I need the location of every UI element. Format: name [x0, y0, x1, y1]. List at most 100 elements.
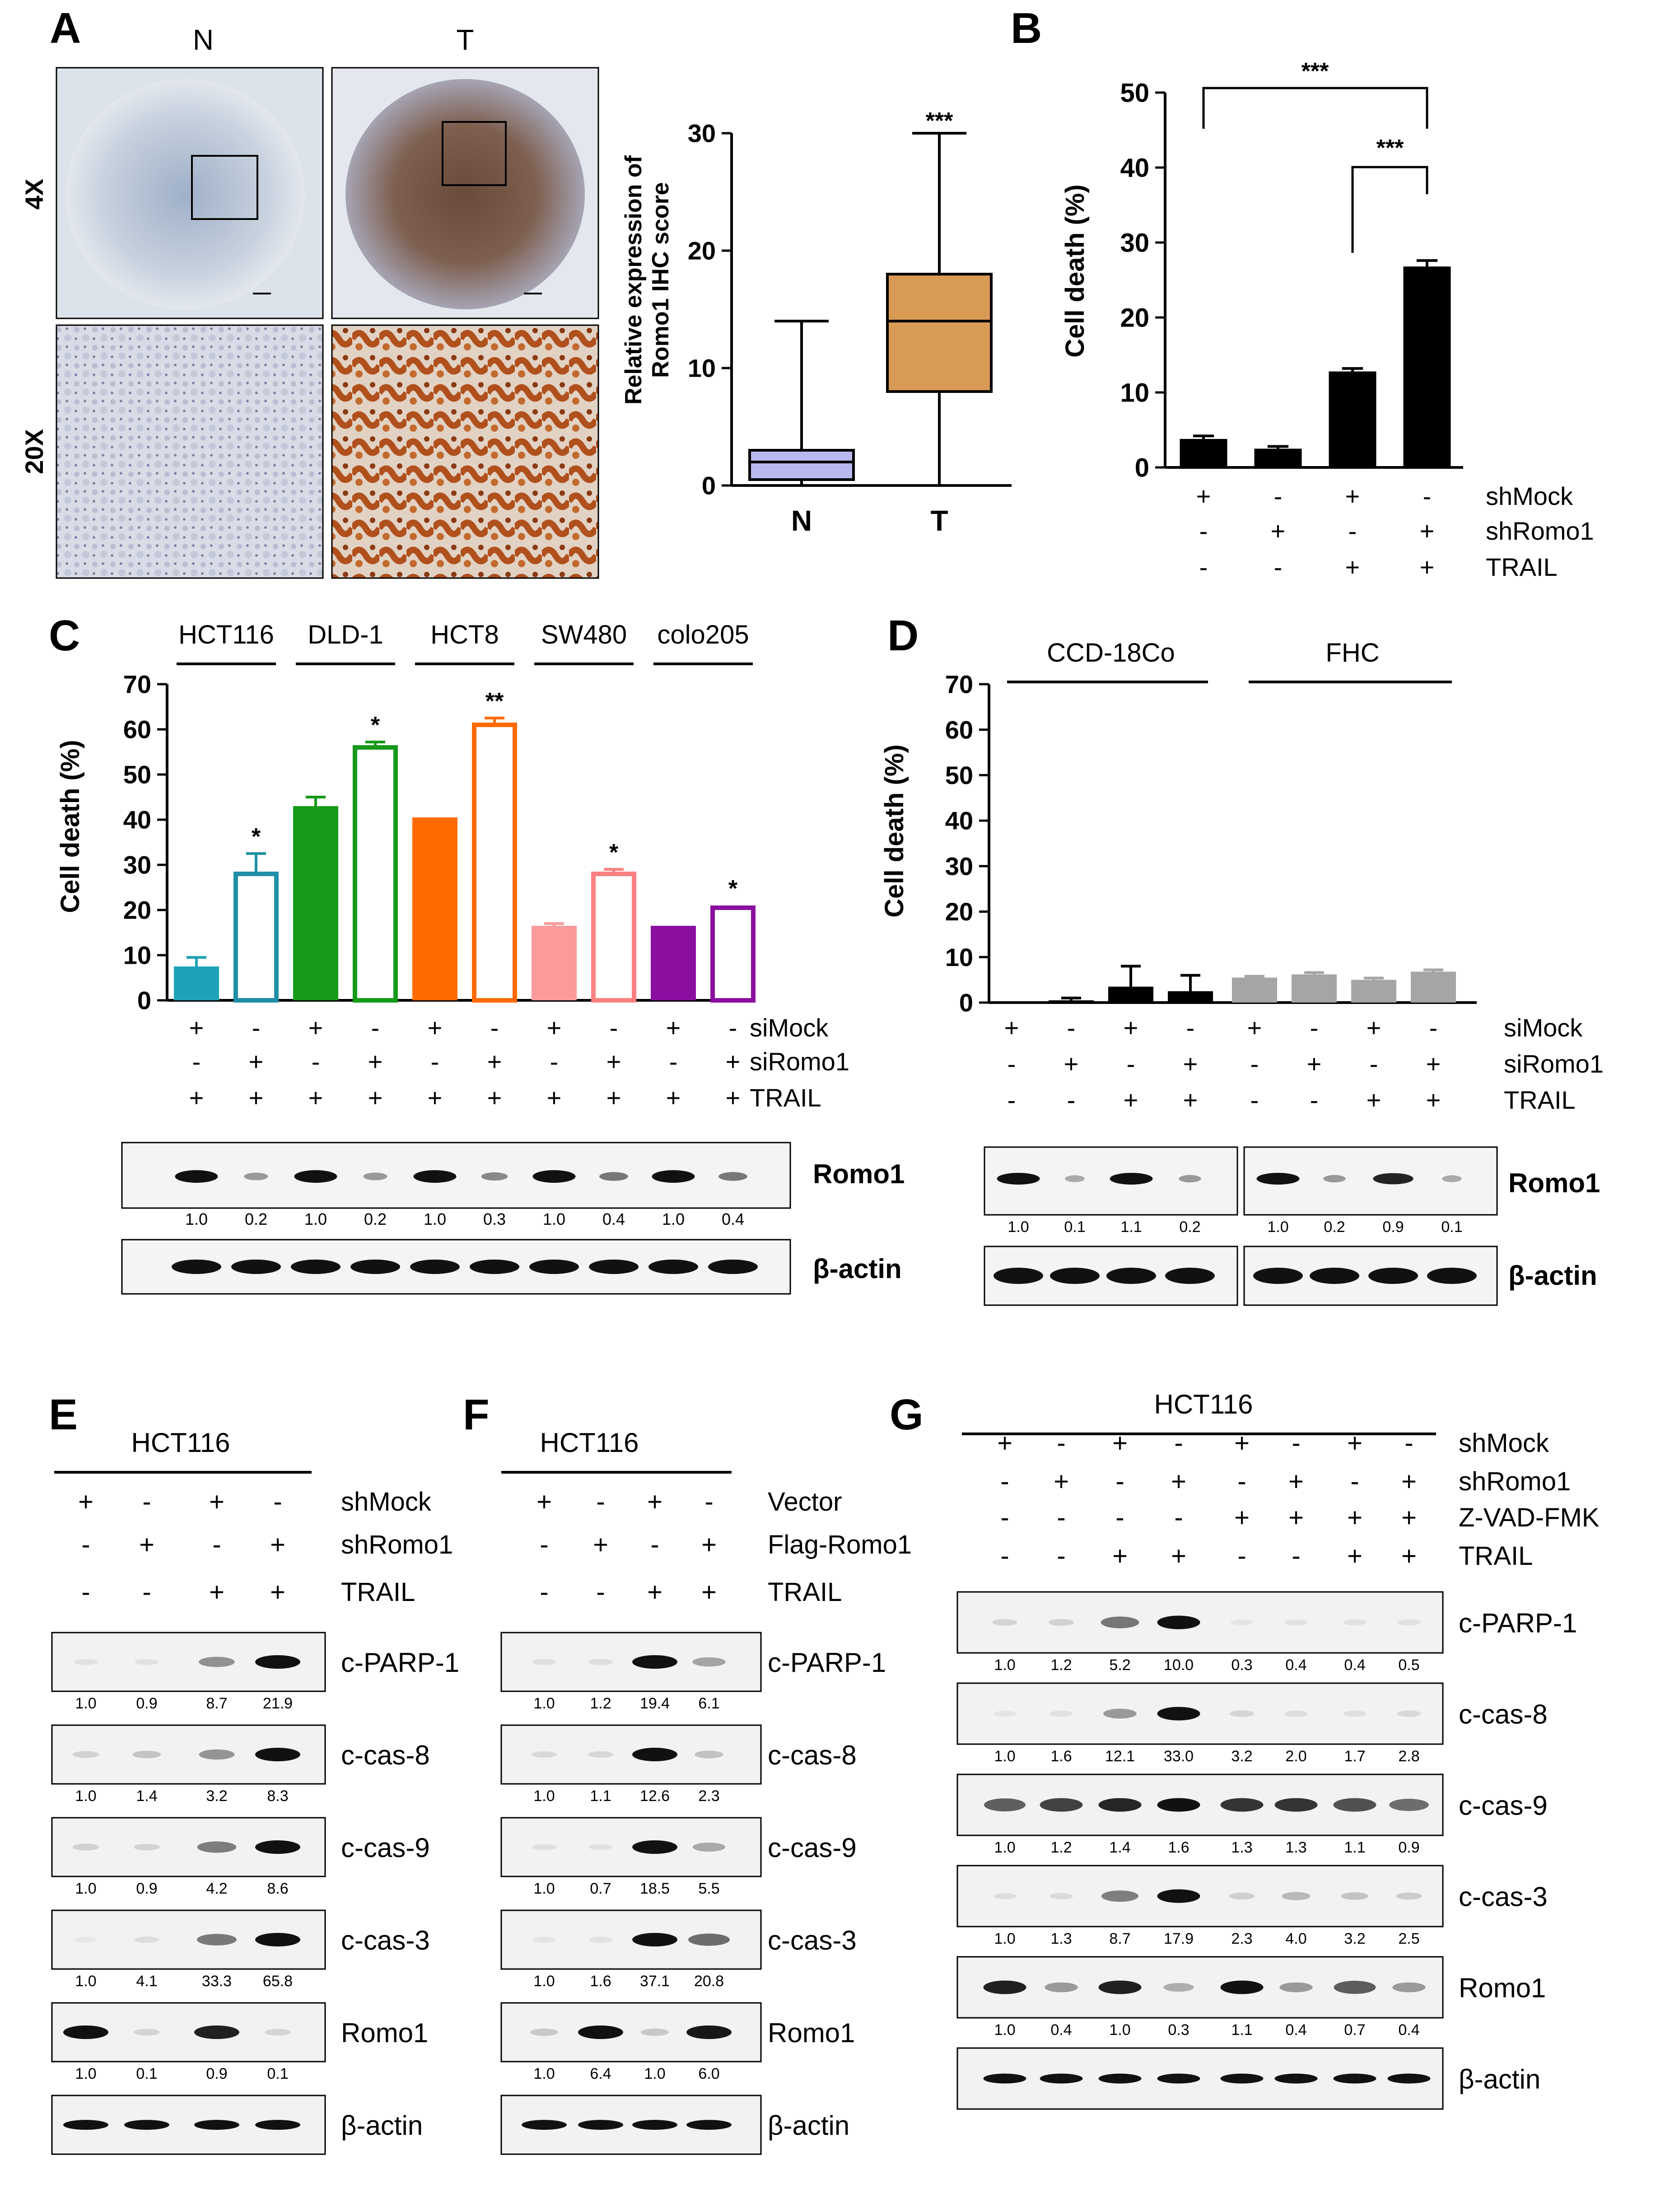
panel-g-band-quant: 1.2 — [1050, 1657, 1072, 1674]
panel-c-significance: * — [728, 876, 738, 902]
panel-e-blot-band — [197, 1934, 237, 1946]
panel-b-treatment-sign: + — [1345, 553, 1360, 581]
panel-e-blot-band — [199, 1749, 235, 1760]
panel-f-band-quant: 20.8 — [694, 1973, 724, 1990]
panel-d-treatment-sign: + — [1183, 1050, 1198, 1078]
tissue-core-normal — [65, 79, 305, 309]
panel-d-ytick-label: 10 — [945, 943, 973, 971]
panel-d-ytick-label: 70 — [945, 670, 973, 699]
panel-c-ytick-label: 50 — [123, 761, 151, 789]
panel-e-treatment-sign: - — [81, 1577, 90, 1607]
panel-c-band-actin — [708, 1260, 758, 1274]
panel-d-group-ccd18co: CCD-18Co — [1047, 638, 1175, 667]
panel-c-romo1-quant: 0.4 — [722, 1210, 744, 1228]
panel-g-treatment-sign: + — [1288, 1467, 1304, 1496]
panel-g-treatment-label: shMock — [1459, 1428, 1549, 1458]
panel-c-band-actin — [529, 1260, 579, 1274]
panel-c-treatment-sign: + — [368, 1047, 383, 1076]
panel-d-ytick-label: 40 — [945, 807, 973, 835]
panel-b-treatment-sign: + — [1345, 482, 1360, 510]
panel-d-bar — [1351, 980, 1396, 1003]
panel-c-band-actin — [350, 1260, 400, 1274]
panel-g-blot-band — [1334, 1980, 1376, 1994]
panel-e-blot-band — [124, 2120, 169, 2130]
panel-e-blot-band — [135, 1659, 159, 1665]
ihc-image-tumor-20x — [331, 324, 599, 579]
panel-b-treatment-sign: - — [1274, 482, 1283, 510]
panel-g-blot-band — [1220, 1798, 1264, 1812]
panel-c-treatment-sign: + — [189, 1013, 204, 1042]
panel-c-band-romo1 — [718, 1172, 747, 1181]
panel-g-band-quant: 1.0 — [1109, 2021, 1130, 2039]
panel-d-treatment-sign: + — [1367, 1086, 1381, 1114]
panel-f-band-quant: 0.7 — [590, 1880, 611, 1897]
panel-g-blot-band — [1157, 1798, 1200, 1812]
panel-g-band-quant: 1.1 — [1231, 2021, 1252, 2039]
panel-g-band-quant: 0.5 — [1398, 1657, 1419, 1674]
panel-e-blot-band — [72, 1751, 99, 1758]
boxplot-ylabel-line1: Relative expression of — [620, 155, 647, 405]
panel-e-band-quant: 0.1 — [267, 2065, 288, 2082]
panel-g-band-quant: 0.4 — [1344, 1657, 1365, 1674]
panel-c-treatment-sign: + — [249, 1047, 264, 1076]
panel-c-band-romo1 — [294, 1170, 337, 1183]
panel-d-chart: CCD-18Co FHC Cell death (%) 0 10 20 30 40 50 6… — [880, 638, 1604, 1306]
panel-g-blot-band — [1343, 1619, 1367, 1626]
panel-d-romo1-quant: 0.1 — [1441, 1218, 1462, 1236]
panel-d-band-actin — [1165, 1268, 1215, 1284]
panel-e-band-quant: 8.7 — [206, 1695, 227, 1712]
panel-g-blot-band — [984, 1798, 1026, 1811]
panel-c-treatment-sign: + — [666, 1083, 681, 1112]
panel-c-band-romo1 — [481, 1172, 508, 1181]
panel-e-blot-label: c-PARP-1 — [341, 1647, 459, 1678]
panel-g-treatment-sign: - — [1237, 1541, 1246, 1571]
panel-g-treatment-sign: + — [1171, 1467, 1186, 1496]
panel-e-treatment-sign: - — [273, 1487, 282, 1517]
panel-g-band-quant: 1.2 — [1050, 1839, 1072, 1856]
panel-g-band-quant: 12.1 — [1105, 1748, 1135, 1765]
panel-c-bar — [293, 806, 338, 1000]
panel-d-treatment-sign: - — [1250, 1086, 1259, 1114]
panel-c-treatment-sign: + — [726, 1083, 741, 1112]
panel-c-ytick-label: 10 — [123, 941, 151, 970]
panel-f-band-quant: 12.6 — [640, 1787, 670, 1805]
panel-g-blot-band — [1040, 2073, 1083, 2084]
panel-g-treatment-sign: - — [1292, 1428, 1300, 1458]
panel-e-blot-label: Romo1 — [341, 2018, 428, 2048]
panel-g-treatment-sign: - — [1115, 1467, 1124, 1496]
panel-g-treatment-sign: + — [1288, 1503, 1304, 1532]
panel-b-treatment-label: shRomo1 — [1486, 517, 1594, 545]
panel-e-blot-band — [134, 2029, 160, 2036]
panel-e-blot-band — [194, 2120, 239, 2130]
panel-g-treatment-sign: + — [1401, 1541, 1417, 1571]
panel-e-treatment-sign: - — [142, 1487, 151, 1517]
panel-c-band-actin — [172, 1260, 221, 1274]
panel-c-bar — [353, 745, 398, 1003]
panel-g-band-quant: 1.3 — [1231, 1839, 1252, 1856]
panel-c-significance: * — [252, 824, 261, 850]
panel-e-blot-label: c-cas-9 — [341, 1833, 430, 1863]
panel-e-treatment-sign: + — [209, 1487, 224, 1517]
panel-g-blot-label: β-actin — [1459, 2064, 1540, 2095]
panel-e-blot-label: c-cas-8 — [341, 1740, 430, 1770]
panel-c-treatment-sign: + — [368, 1083, 383, 1112]
panel-g-cell-line-title: HCT116 — [1154, 1389, 1253, 1419]
panel-d-band-romo1 — [1323, 1175, 1346, 1183]
panel-f-blot-band — [588, 1659, 613, 1665]
boxplot-ylabel-line2: Romo1 IHC score — [648, 182, 674, 378]
panel-b-bar — [1180, 439, 1227, 467]
panel-d-band-romo1 — [1256, 1173, 1300, 1185]
panel-d-treatment-sign: + — [1124, 1013, 1138, 1042]
panel-f-blot-band — [686, 2120, 732, 2130]
panel-g-blot-band — [1229, 1710, 1255, 1717]
panel-e-treatment-sign: + — [209, 1577, 224, 1607]
panel-g-band-quant: 1.1 — [1344, 1839, 1365, 1856]
panel-g-blot-band — [1333, 2073, 1376, 2084]
panel-d-treatment-sign: - — [1067, 1013, 1076, 1042]
panel-e-treatment-sign: - — [142, 1577, 151, 1607]
panel-d-band-romo1 — [997, 1173, 1040, 1185]
panel-e-blot-band — [132, 1750, 161, 1759]
panel-c-band-romo1 — [175, 1170, 218, 1183]
panel-c-group-label: DLD-1 — [308, 620, 383, 649]
